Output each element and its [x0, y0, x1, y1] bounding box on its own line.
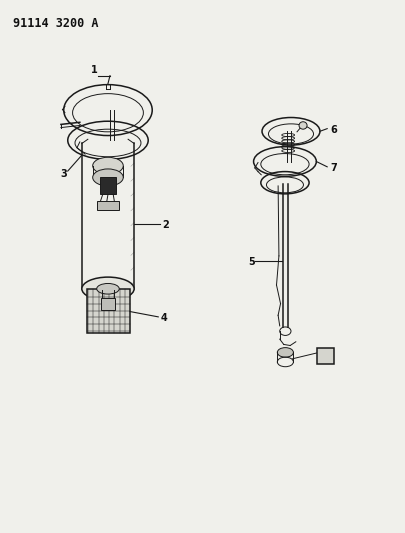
Text: 6: 6 [330, 125, 337, 135]
Bar [101, 298, 115, 310]
Ellipse shape [277, 348, 293, 357]
Ellipse shape [299, 122, 307, 129]
Ellipse shape [97, 284, 119, 294]
Text: 4: 4 [161, 313, 167, 323]
Text: 3: 3 [60, 169, 67, 179]
Text: 91114 3200 A: 91114 3200 A [13, 17, 99, 30]
Ellipse shape [93, 157, 123, 174]
Bar [87, 289, 130, 333]
Bar [100, 177, 116, 195]
Ellipse shape [93, 169, 123, 186]
Text: 2: 2 [162, 220, 169, 230]
Bar [317, 348, 334, 364]
Ellipse shape [82, 277, 134, 301]
Bar [97, 201, 119, 211]
Text: 5: 5 [248, 257, 255, 267]
Text: 1: 1 [91, 64, 97, 75]
Text: 7: 7 [330, 163, 337, 173]
